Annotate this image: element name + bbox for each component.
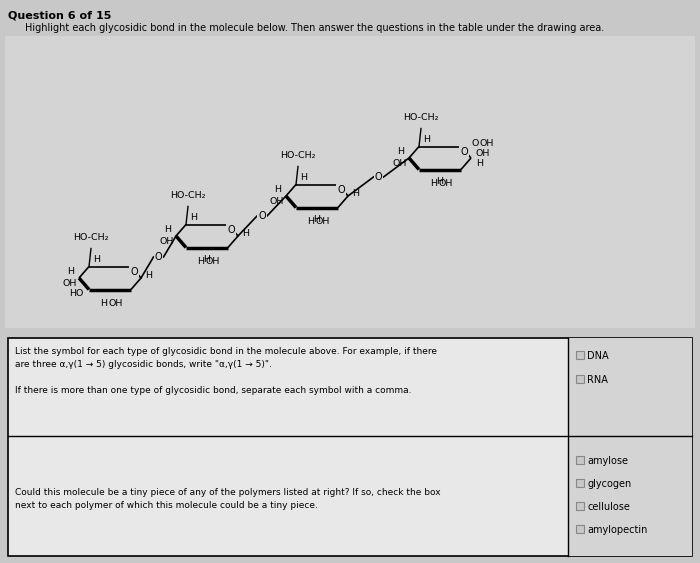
- Text: RNA: RNA: [587, 375, 608, 385]
- Text: OH: OH: [439, 180, 453, 189]
- Text: H: H: [145, 271, 152, 280]
- Text: HO-CH₂: HO-CH₂: [403, 113, 439, 122]
- Text: H: H: [164, 226, 171, 235]
- Text: are three α,γ(1 → 5) glycosidic bonds, write "α,γ(1 → 5)".: are three α,γ(1 → 5) glycosidic bonds, w…: [15, 360, 272, 369]
- Text: HO-CH₂: HO-CH₂: [280, 150, 316, 159]
- Text: OH: OH: [393, 159, 407, 168]
- Text: HO: HO: [69, 289, 84, 298]
- Text: O: O: [471, 139, 478, 148]
- Text: OH: OH: [206, 257, 220, 266]
- Text: H: H: [300, 173, 307, 182]
- Text: List the symbol for each type of glycosidic bond in the molecule above. For exam: List the symbol for each type of glycosi…: [15, 347, 437, 356]
- Text: OH: OH: [62, 279, 77, 288]
- Text: O: O: [374, 172, 382, 182]
- Bar: [576, 525, 584, 533]
- Bar: [576, 351, 584, 359]
- Text: Question 6 of 15: Question 6 of 15: [8, 10, 111, 20]
- Text: H: H: [430, 180, 438, 189]
- Text: O: O: [155, 252, 162, 262]
- Bar: [5, 36, 695, 328]
- Text: next to each polymer of which this molecule could be a tiny piece.: next to each polymer of which this molec…: [15, 501, 318, 510]
- Text: H: H: [274, 185, 281, 194]
- Text: OH: OH: [479, 139, 493, 148]
- Text: HO-CH₂: HO-CH₂: [170, 190, 206, 199]
- Text: OH: OH: [160, 238, 174, 247]
- Text: O: O: [460, 148, 468, 157]
- Text: H: H: [307, 217, 314, 226]
- Text: H: H: [437, 177, 444, 186]
- Text: H: H: [190, 213, 197, 222]
- Bar: [576, 502, 584, 510]
- Text: cellulose: cellulose: [587, 502, 630, 512]
- Text: OH: OH: [476, 149, 491, 158]
- Text: H: H: [242, 230, 249, 239]
- Text: H: H: [67, 267, 74, 276]
- Text: H: H: [197, 257, 204, 266]
- Text: If there is more than one type of glycosidic bond, separate each symbol with a c: If there is more than one type of glycos…: [15, 386, 412, 395]
- Bar: [568, 338, 692, 556]
- Text: O: O: [228, 225, 234, 235]
- Text: H: H: [397, 148, 404, 157]
- Bar: [8, 338, 692, 556]
- Text: O: O: [337, 185, 345, 195]
- Text: O: O: [130, 267, 138, 277]
- Text: HO-CH₂: HO-CH₂: [74, 233, 108, 242]
- Text: H: H: [94, 255, 101, 264]
- Text: H: H: [424, 135, 430, 144]
- Text: amylose: amylose: [587, 456, 628, 466]
- Text: Highlight each glycosidic bond in the molecule below. Then answer the questions : Highlight each glycosidic bond in the mo…: [25, 23, 604, 33]
- Text: H: H: [476, 159, 483, 168]
- Text: glycogen: glycogen: [587, 479, 631, 489]
- Bar: [576, 479, 584, 487]
- Text: OH: OH: [108, 300, 123, 309]
- Text: DNA: DNA: [587, 351, 608, 361]
- Text: H: H: [314, 216, 321, 225]
- Text: O: O: [258, 211, 266, 221]
- Text: Could this molecule be a tiny piece of any of the polymers listed at right? If s: Could this molecule be a tiny piece of a…: [15, 488, 440, 497]
- Text: OH: OH: [316, 217, 330, 226]
- Bar: [576, 375, 584, 383]
- Bar: [576, 456, 584, 464]
- Text: H: H: [204, 256, 211, 265]
- Text: amylopectin: amylopectin: [587, 525, 648, 535]
- Text: H: H: [352, 190, 359, 199]
- Text: H: H: [101, 300, 108, 309]
- Text: OH: OH: [270, 198, 284, 207]
